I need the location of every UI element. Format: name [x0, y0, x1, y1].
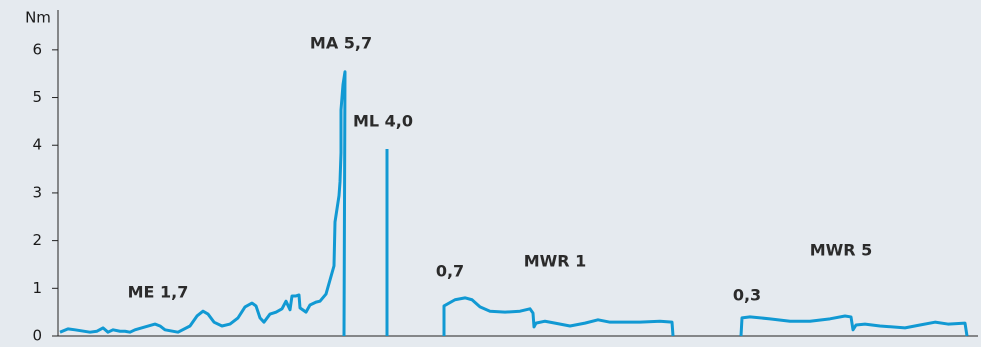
y-tick-label: 0: [32, 327, 42, 345]
y-tick-label: 5: [32, 88, 42, 106]
annotation: MA 5,7: [310, 34, 372, 53]
annotation: MWR 1: [524, 252, 587, 271]
annotation: ME 1,7: [128, 283, 189, 302]
annotation: MWR 5: [810, 241, 873, 260]
y-tick-label: 2: [32, 231, 42, 249]
y-tick-label: 6: [32, 40, 42, 58]
y-axis-label: Nm: [25, 9, 51, 27]
y-tick-label: 1: [32, 279, 42, 297]
y-tick-label: 4: [32, 136, 42, 154]
annotation: ML 4,0: [353, 112, 413, 131]
y-tick-label: 3: [32, 183, 42, 201]
torque-line: [59, 70, 969, 337]
annotation: 0,7: [436, 262, 464, 281]
annotation: 0,3: [733, 286, 761, 305]
